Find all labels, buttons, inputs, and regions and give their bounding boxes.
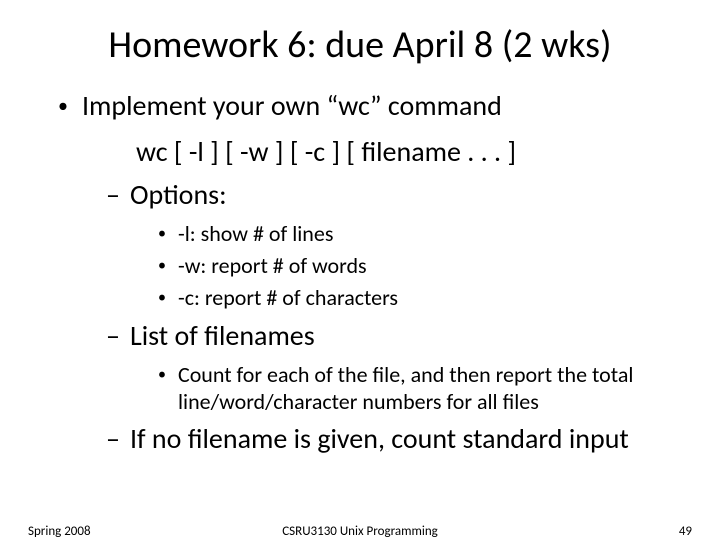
bullet-dot: •: [158, 361, 166, 389]
dash-icon: –: [106, 421, 120, 456]
bullet-dot: •: [58, 88, 68, 124]
bullet-dot: •: [158, 284, 166, 312]
dash-icon: –: [106, 177, 120, 212]
slide-title: Homework 6: due April 8 (2 wks): [48, 22, 672, 68]
option-w-text: -w: report # of words: [178, 252, 367, 279]
list-filenames-label: List of filenames: [130, 318, 315, 353]
dash-icon: –: [106, 318, 120, 353]
bullet-implement: • Implement your own “wc” command: [58, 88, 672, 124]
slide: Homework 6: due April 8 (2 wks) • Implem…: [0, 0, 720, 540]
option-c-text: -c: report # of characters: [178, 284, 398, 311]
list-filenames-header: – List of filenames: [106, 318, 672, 353]
option-c: • -c: report # of characters: [158, 284, 672, 312]
stdin-label: If no filename is given, count standard …: [130, 421, 629, 456]
options-label: Options:: [130, 177, 227, 212]
usage-line: wc [ -l ] [ -w ] [ -c ] [ filename . . .…: [136, 134, 672, 169]
footer-center: CSRU3130 Unix Programming: [0, 524, 720, 539]
footer-right: 49: [679, 524, 692, 539]
option-w: • -w: report # of words: [158, 252, 672, 280]
options-header: – Options:: [106, 177, 672, 212]
bullet-dot: •: [158, 220, 166, 248]
option-l-text: -l: show # of lines: [178, 220, 333, 247]
bullet-dot: •: [158, 252, 166, 280]
list-filenames-desc: • Count for each of the file, and then r…: [158, 361, 672, 415]
stdin-header: – If no filename is given, count standar…: [106, 421, 672, 456]
list-filenames-desc-text: Count for each of the file, and then rep…: [178, 361, 672, 415]
option-l: • -l: show # of lines: [158, 220, 672, 248]
bullet-implement-text: Implement your own “wc” command: [82, 88, 502, 123]
